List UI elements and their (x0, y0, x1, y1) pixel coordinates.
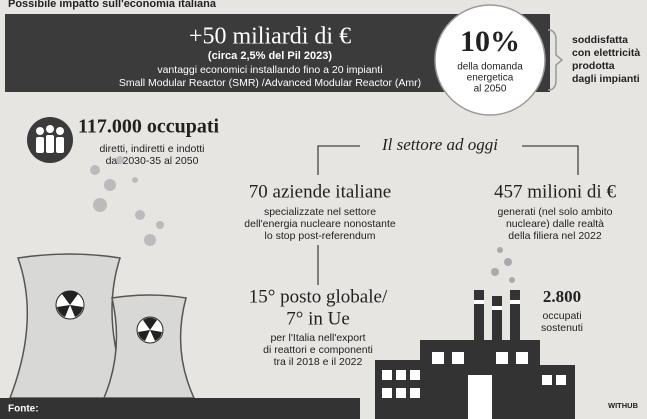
block-line: specializzate nel settore (264, 206, 376, 218)
circle-line: della domanda (457, 62, 523, 73)
banner-headline: +50 miliardi di € (189, 24, 351, 50)
block-line: generati (nel solo ambito (498, 206, 613, 218)
side-line: con elettricità (572, 47, 640, 59)
block-line: dell'energia nucleare nonostante (244, 218, 396, 230)
block-line: nucleare) dalle realtà (506, 218, 604, 230)
sector-title: Il settore ad oggi (381, 135, 498, 154)
page-title: Possibile impatto sull'economia italiana (8, 0, 217, 10)
banner-line: Small Modular Reactor (SMR) /Advanced Mo… (119, 77, 421, 89)
block-line: sostenuti (541, 322, 583, 334)
circle-value: 10% (460, 25, 520, 58)
brand: WITHUB (608, 401, 639, 410)
block-line: tra il 2018 e il 2022 (274, 356, 363, 368)
banner-note: (circa 2,5% del Pil 2023) (208, 50, 332, 62)
circle-line: energetica (467, 73, 514, 84)
block-line: lo stop post-referendum (265, 230, 376, 242)
block-headline: 7° in Ue (286, 308, 350, 329)
infographic: Possibile impatto sull'economia italiana… (0, 0, 647, 419)
block-line: occupati (542, 310, 581, 322)
block-headline: 15° posto globale/ (249, 286, 388, 307)
block-headline: 2.800 (543, 287, 581, 306)
block-headline: 457 milioni di € (494, 181, 616, 202)
jobs-line: diretti, indiretti e indotti (99, 143, 204, 155)
block-line: di reattori e componenti (263, 344, 373, 356)
jobs-headline: 117.000 occupati (78, 116, 220, 138)
circle-line: al 2050 (474, 84, 507, 95)
block-headline: 70 aziende italiane (249, 181, 391, 202)
side-line: dagli impianti (572, 73, 640, 85)
source-label: Fonte: (8, 404, 39, 415)
workers-icon (27, 117, 73, 163)
circle-badge (435, 5, 545, 115)
banner-line: vantaggi economici installando fino a 20… (157, 64, 382, 76)
block-line: della filiera nel 2022 (508, 230, 602, 242)
side-line: prodotta (572, 60, 615, 72)
footer-bar (0, 398, 360, 419)
block-line: per l'Italia nell'export (270, 332, 365, 344)
side-line: soddisfatta (572, 34, 628, 46)
